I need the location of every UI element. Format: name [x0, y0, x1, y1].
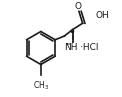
- Text: CH$_3$: CH$_3$: [33, 79, 49, 92]
- Text: ÑH: ÑH: [64, 43, 78, 52]
- Text: OH: OH: [95, 11, 109, 20]
- Text: ·HCl: ·HCl: [80, 43, 98, 52]
- Text: O: O: [75, 2, 81, 11]
